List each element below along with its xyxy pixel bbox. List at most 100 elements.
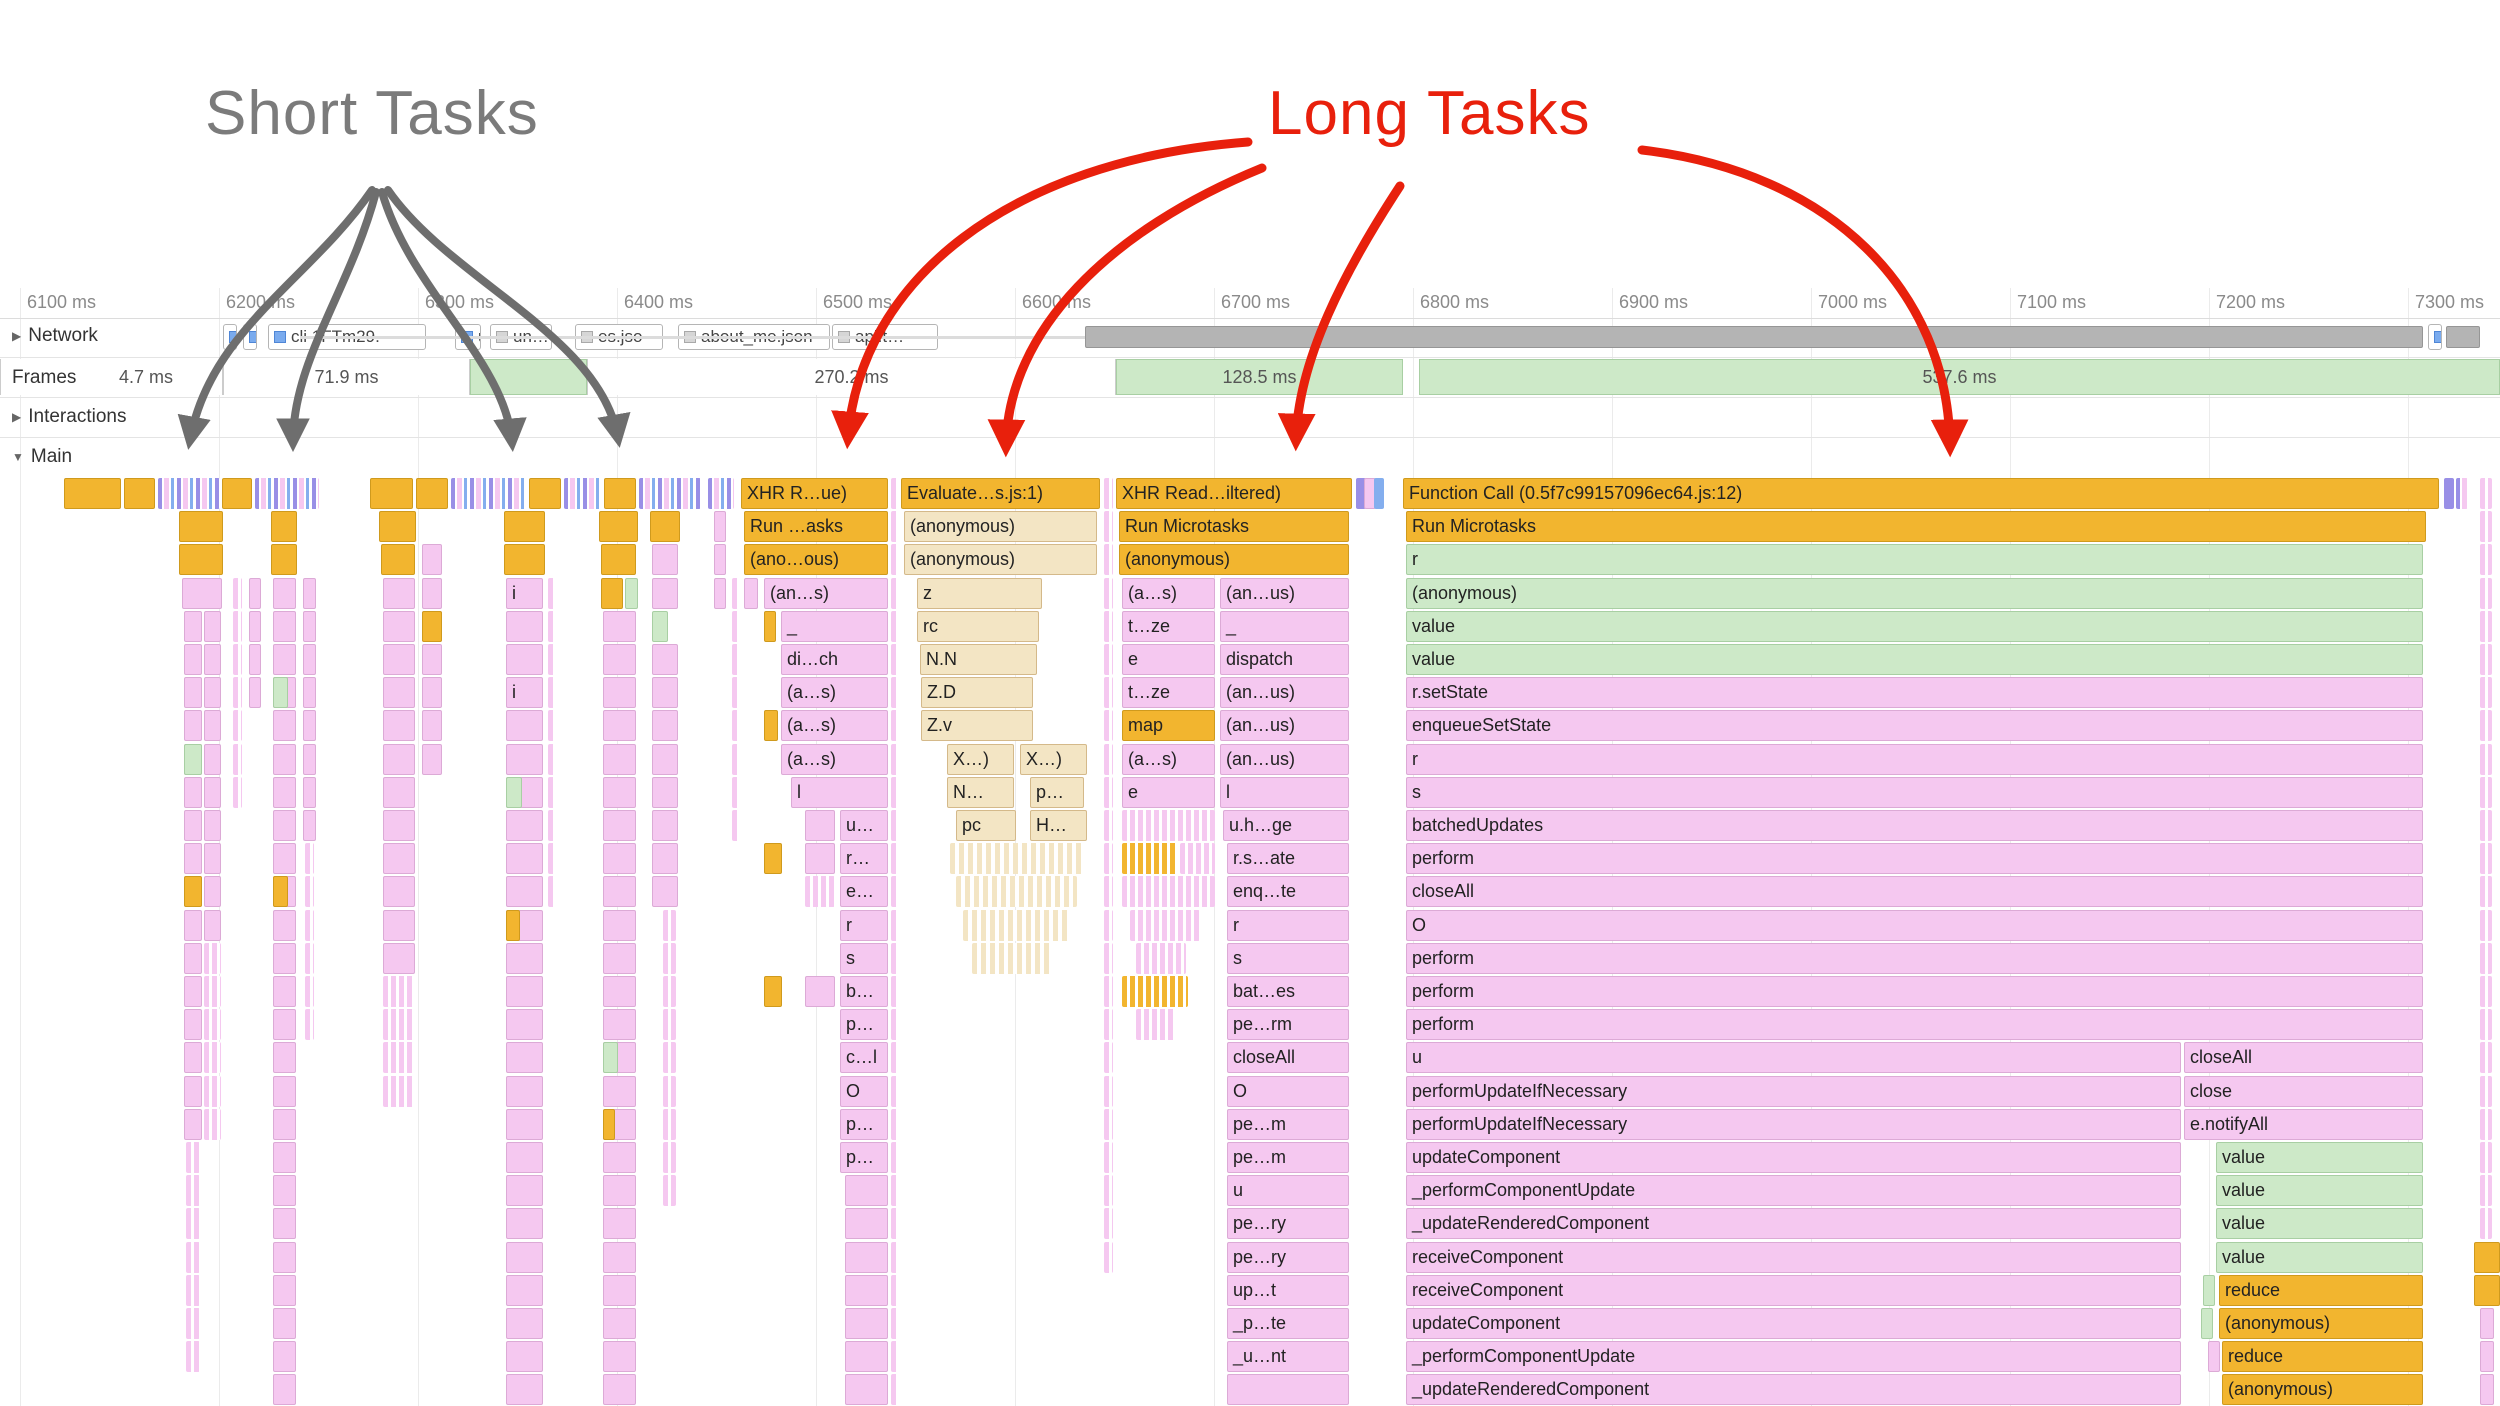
flame-bar[interactable]: l: [1220, 776, 1349, 808]
flame-bar[interactable]: [2203, 1274, 2215, 1306]
flame-bar[interactable]: [2480, 1308, 2494, 1339]
flame-bar[interactable]: [273, 909, 296, 941]
flame-bar[interactable]: close: [2184, 1075, 2423, 1107]
flame-bar[interactable]: s: [840, 942, 888, 974]
flame-bar[interactable]: [179, 544, 223, 576]
frame-segment[interactable]: 4.7 ms: [0, 359, 223, 395]
flame-bar[interactable]: [506, 1108, 543, 1140]
flame-bar[interactable]: [625, 577, 638, 609]
flame-bar[interactable]: [891, 1042, 899, 1074]
flame-bar[interactable]: i: [506, 577, 543, 609]
flame-bar[interactable]: [273, 976, 296, 1007]
flame-bar[interactable]: [603, 876, 636, 908]
flame-bar[interactable]: [652, 776, 678, 808]
flame-bar[interactable]: [548, 843, 556, 875]
flame-bar[interactable]: [273, 743, 296, 775]
flame-bar[interactable]: [663, 1142, 676, 1173]
flame-bar[interactable]: [273, 1042, 296, 1074]
flame-bar[interactable]: [2480, 843, 2492, 875]
flame-bar[interactable]: [182, 577, 222, 609]
flame-bar[interactable]: [204, 743, 221, 775]
flame-bar[interactable]: [506, 876, 543, 908]
flame-bar[interactable]: [891, 710, 899, 742]
flame-bar[interactable]: [652, 843, 678, 875]
flame-bar[interactable]: [233, 677, 242, 709]
flame-bar[interactable]: [663, 1009, 676, 1041]
flame-bar[interactable]: [383, 577, 415, 609]
flame-bar[interactable]: value: [2216, 1142, 2423, 1173]
flame-bar[interactable]: [383, 810, 415, 841]
flame-bar[interactable]: [2480, 1341, 2494, 1373]
flame-bar[interactable]: [383, 743, 415, 775]
flame-bar[interactable]: s: [1406, 776, 2423, 808]
flame-bar[interactable]: [548, 710, 556, 742]
flame-bar[interactable]: Run …asks: [744, 511, 888, 543]
flame-bar[interactable]: [764, 710, 778, 742]
flame-bar[interactable]: [204, 776, 221, 808]
flame-bar[interactable]: [744, 577, 758, 609]
flame-bar[interactable]: [506, 1009, 543, 1041]
flame-bar[interactable]: [1104, 1042, 1113, 1074]
flame-bar[interactable]: [603, 1241, 636, 1273]
flame-bar[interactable]: [186, 1341, 200, 1373]
flame-bar[interactable]: [2208, 1341, 2220, 1373]
flame-bar[interactable]: (anonymous): [1406, 577, 2423, 609]
flame-bar[interactable]: [422, 710, 442, 742]
flame-bar[interactable]: [1130, 909, 1200, 941]
network-request[interactable]: [2428, 324, 2442, 350]
flame-bar[interactable]: [273, 710, 296, 742]
flame-bar[interactable]: performUpdateIfNecessary: [1406, 1108, 2181, 1140]
flame-bar[interactable]: [603, 1308, 636, 1339]
flame-bar[interactable]: [1122, 976, 1188, 1007]
flame-bar[interactable]: u: [1406, 1042, 2181, 1074]
flame-bar[interactable]: [204, 976, 221, 1007]
flame-bar[interactable]: [639, 478, 701, 509]
flame-bar[interactable]: updateComponent: [1406, 1308, 2181, 1339]
flame-bar[interactable]: [383, 843, 415, 875]
flame-bar[interactable]: [1104, 1208, 1113, 1240]
flame-bar[interactable]: [204, 1009, 221, 1041]
flame-bar[interactable]: [186, 1274, 200, 1306]
flame-bar[interactable]: [2480, 1175, 2492, 1207]
flame-bar[interactable]: [2480, 610, 2492, 642]
flame-bar[interactable]: [1180, 843, 1215, 875]
flame-bar[interactable]: [2474, 1241, 2500, 1273]
flame-bar[interactable]: [548, 876, 556, 908]
flame-bar[interactable]: [303, 743, 316, 775]
flame-bar[interactable]: [184, 810, 202, 841]
flame-bar[interactable]: [603, 776, 636, 808]
flame-bar[interactable]: [891, 1274, 899, 1306]
flame-bar[interactable]: [305, 909, 314, 941]
flame-bar[interactable]: [603, 644, 636, 675]
flame-bar[interactable]: [891, 976, 899, 1007]
flame-bar[interactable]: [603, 1108, 615, 1140]
flame-bar[interactable]: [891, 511, 899, 543]
flame-bar[interactable]: [708, 478, 734, 509]
flame-bar[interactable]: [506, 1175, 543, 1207]
flame-bar[interactable]: [1122, 843, 1178, 875]
flame-bar[interactable]: [416, 478, 448, 509]
flame-bar[interactable]: [303, 677, 316, 709]
flame-bar[interactable]: [2480, 677, 2492, 709]
flame-bar[interactable]: [845, 1341, 888, 1373]
flame-bar[interactable]: [2480, 1108, 2492, 1140]
flame-bar[interactable]: [184, 710, 202, 742]
flame-bar[interactable]: z: [917, 577, 1042, 609]
flame-bar[interactable]: O: [1227, 1075, 1349, 1107]
flame-bar[interactable]: Run Microtasks: [1119, 511, 1349, 543]
flame-bar[interactable]: [305, 876, 314, 908]
flame-bar[interactable]: r: [1227, 909, 1349, 941]
flame-bar[interactable]: [184, 610, 202, 642]
flame-bar[interactable]: [271, 544, 297, 576]
flame-bar[interactable]: u.h…ge: [1223, 810, 1349, 841]
flame-bar[interactable]: X…): [1020, 743, 1087, 775]
flame-bar[interactable]: [273, 1308, 296, 1339]
flame-bar[interactable]: [422, 743, 442, 775]
flame-bar[interactable]: [158, 478, 220, 509]
flame-bar[interactable]: _performComponentUpdate: [1406, 1175, 2181, 1207]
flame-bar[interactable]: [64, 478, 121, 509]
flame-bar[interactable]: [204, 610, 221, 642]
flame-bar[interactable]: [564, 478, 601, 509]
flame-bar[interactable]: pe…m: [1227, 1142, 1349, 1173]
flame-bar[interactable]: [303, 644, 316, 675]
